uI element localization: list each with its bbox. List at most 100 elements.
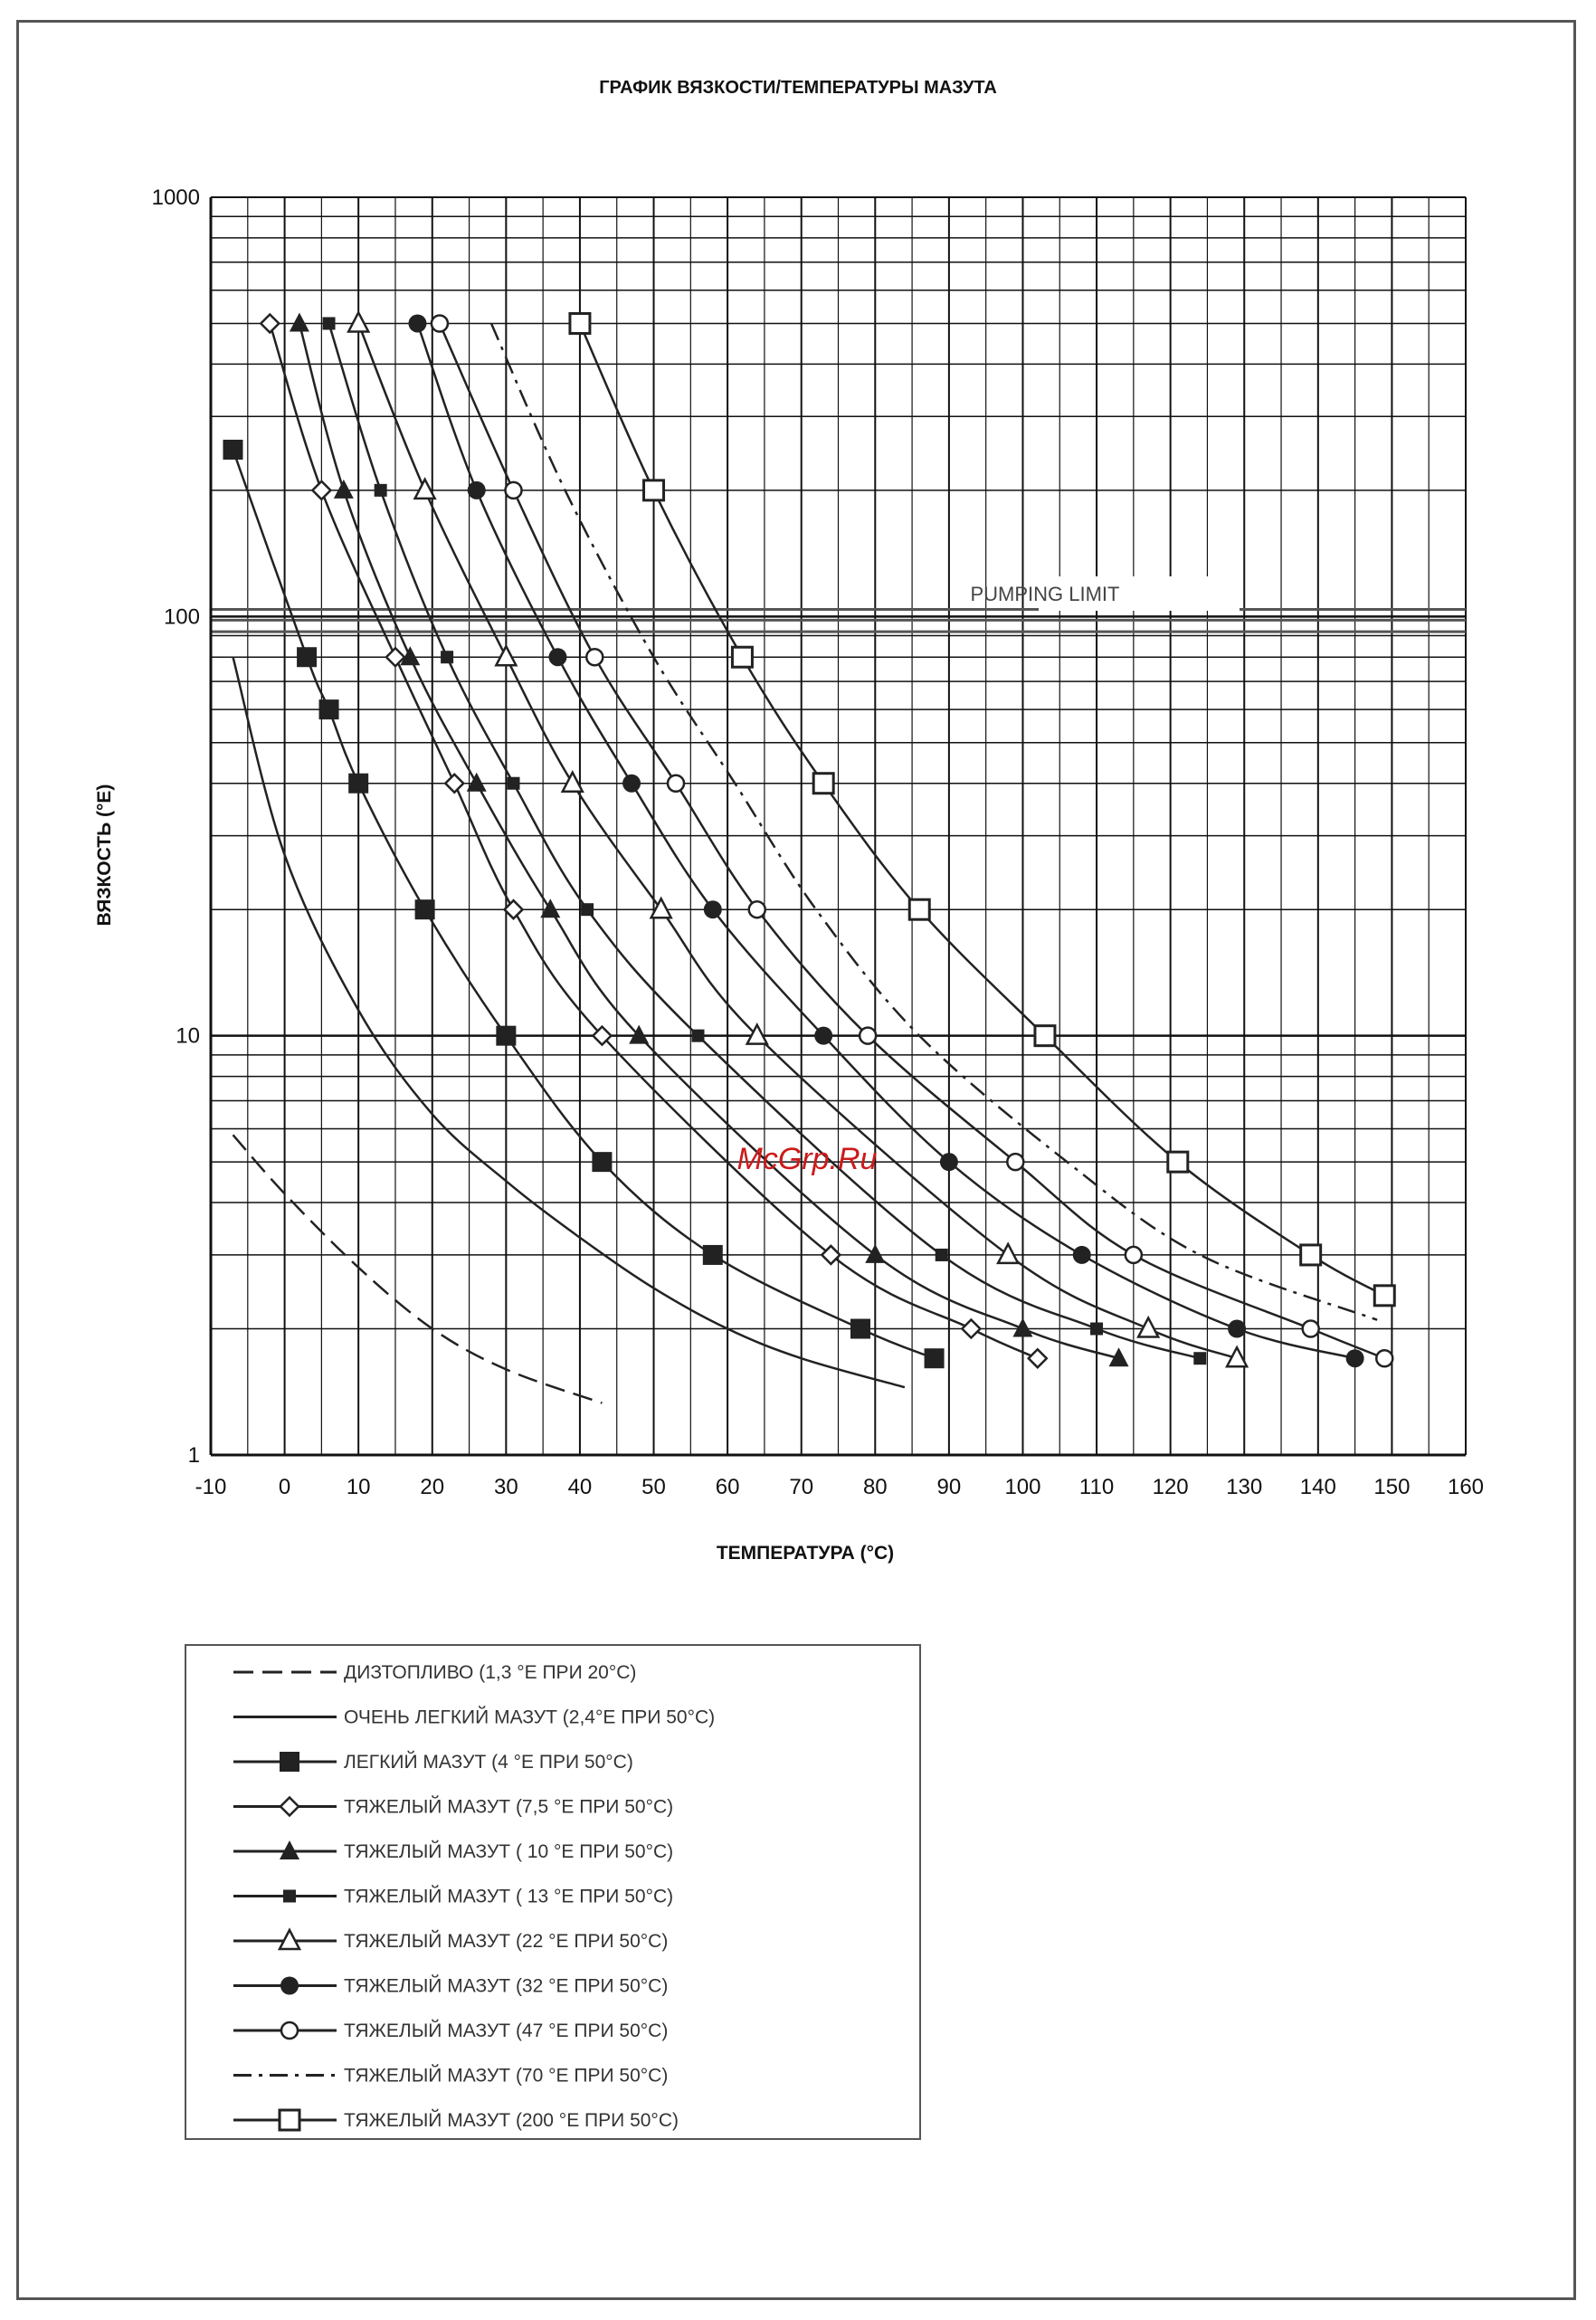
x-axis-label: ТЕМПЕРАТУРА (°C)	[717, 1543, 894, 1564]
data-point	[1301, 1319, 1320, 1338]
data-point	[289, 312, 309, 332]
data-point	[374, 483, 387, 497]
data-point	[467, 480, 486, 499]
data-point	[702, 1244, 723, 1265]
data-point	[548, 648, 567, 667]
legend-marker	[277, 1927, 302, 1951]
data-point	[960, 1317, 983, 1340]
legend-label: ТЯЖЕЛЫЙ МАЗУТ (22 °E ПРИ 50°C)	[344, 1930, 668, 1952]
data-point	[1136, 1315, 1161, 1338]
data-point	[414, 899, 435, 920]
data-point	[1193, 1352, 1207, 1365]
series-8	[430, 314, 1394, 1368]
legend-marker	[278, 2108, 301, 2132]
data-point	[935, 1248, 948, 1261]
data-point	[1375, 1348, 1394, 1368]
series-5	[322, 317, 1207, 1365]
x-tick-label: 80	[863, 1475, 888, 1499]
data-point	[1072, 1245, 1091, 1264]
data-point	[1090, 1322, 1104, 1336]
data-point	[408, 314, 427, 333]
data-point	[814, 1026, 833, 1045]
x-tick-label: 160	[1448, 1475, 1484, 1499]
data-point	[560, 770, 584, 793]
data-point	[1006, 1152, 1025, 1172]
data-point	[333, 479, 354, 499]
legend-marker	[279, 1795, 300, 1818]
series-6	[347, 309, 1249, 1368]
data-point	[443, 772, 466, 794]
data-point	[649, 896, 673, 919]
x-tick-label: 100	[1004, 1475, 1040, 1499]
data-point	[400, 646, 421, 666]
grid-lines	[209, 196, 1467, 1457]
legend-label: ОЧЕНЬ ЛЕГКИЙ МАЗУТ (2,4°E ПРИ 50°C)	[344, 1707, 715, 1728]
data-point	[591, 1024, 613, 1047]
page-frame	[16, 20, 1576, 2300]
data-point	[430, 314, 450, 333]
data-point	[622, 774, 641, 793]
y-tick-label: 10	[176, 1024, 200, 1049]
data-point	[812, 772, 835, 795]
legend-label: ТЯЖЕЛЫЙ МАЗУТ (7,5 °E ПРИ 50°C)	[344, 1796, 673, 1818]
data-point	[1166, 1150, 1190, 1174]
data-point	[1033, 1024, 1057, 1048]
legend-label: ТЯЖЕЛЫЙ МАЗУТ ( 10 °E ПРИ 50°C)	[344, 1840, 673, 1862]
legend-item: ТЯЖЕЛЫЙ МАЗУТ ( 10 °E ПРИ 50°C)	[233, 1840, 673, 1862]
data-point	[385, 646, 406, 669]
legend-item: ТЯЖЕЛЫЙ МАЗУТ ( 13 °E ПРИ 50°C)	[233, 1886, 673, 1907]
y-tick-label: 1000	[152, 185, 200, 210]
series-line	[232, 656, 906, 1389]
x-tick-label: 90	[937, 1475, 962, 1499]
data-point	[413, 477, 437, 500]
series-line	[578, 322, 1385, 1297]
axis-ticks: -10 0 10 20 30 40 50 60 70 80 90 100 110 120 130 140 150…	[152, 185, 1484, 1499]
series-4	[289, 312, 1129, 1367]
data-point	[1225, 1345, 1249, 1368]
x-tick-label: 110	[1079, 1475, 1114, 1499]
data-point	[1012, 1317, 1033, 1337]
series-3	[259, 312, 1049, 1369]
legend-label: ЛЕГКИЙ МАЗУТ (4 °E ПРИ 50°C)	[344, 1751, 633, 1773]
data-point	[581, 903, 594, 917]
data-point	[568, 311, 592, 335]
watermark: McGrp.Ru	[737, 1142, 878, 1176]
series-line	[328, 323, 1201, 1360]
data-point	[1027, 1347, 1049, 1369]
x-tick-label: 60	[716, 1475, 740, 1499]
legend-marker	[280, 1840, 299, 1859]
data-point	[259, 312, 281, 335]
legend-marker	[280, 1752, 299, 1772]
x-tick-label: 150	[1373, 1475, 1410, 1499]
data-point	[939, 1153, 958, 1172]
legend-item: ТЯЖЕЛЫЙ МАЗУТ (70 °E ПРИ 50°C)	[233, 2065, 668, 2087]
data-point	[858, 1026, 878, 1045]
x-tick-label: 30	[494, 1475, 518, 1499]
data-point	[730, 645, 754, 669]
y-tick-label: 100	[164, 604, 200, 629]
y-tick-label: 1	[188, 1443, 200, 1468]
legend-label: ТЯЖЕЛЫЙ МАЗУТ ( 13 °E ПРИ 50°C)	[344, 1886, 673, 1907]
series-0	[232, 1134, 603, 1404]
legend-label: ТЯЖЕЛЫЙ МАЗУТ (47 °E ПРИ 50°C)	[344, 2020, 668, 2041]
y-axis-label: ВЯЗКОСТЬ (°E)	[94, 784, 115, 927]
data-point	[747, 899, 767, 919]
pumping-limit-label: PUMPING LIMIT	[970, 583, 1119, 605]
series-line	[232, 449, 936, 1360]
data-point	[1299, 1243, 1323, 1267]
data-point	[1108, 1347, 1129, 1367]
series-layer	[223, 309, 1396, 1404]
data-point	[1345, 1349, 1364, 1368]
data-point	[585, 647, 604, 667]
legend: ДИЗТОПЛИВО (1,3 °E ПРИ 20°C) ОЧЕНЬ ЛЕГКИЙ…	[185, 1644, 921, 2140]
legend-label: ДИЗТОПЛИВО (1,3 °E ПРИ 20°C)	[344, 1662, 636, 1683]
legend-box	[185, 1644, 921, 2140]
data-point	[1228, 1319, 1247, 1338]
data-point	[745, 1022, 769, 1045]
series-line	[416, 323, 1355, 1360]
data-point	[820, 1244, 842, 1266]
legend-item: ТЯЖЕЛЫЙ МАЗУТ (22 °E ПРИ 50°C)	[233, 1927, 668, 1952]
pumping-limit-box	[1039, 576, 1240, 611]
data-point	[310, 480, 333, 501]
